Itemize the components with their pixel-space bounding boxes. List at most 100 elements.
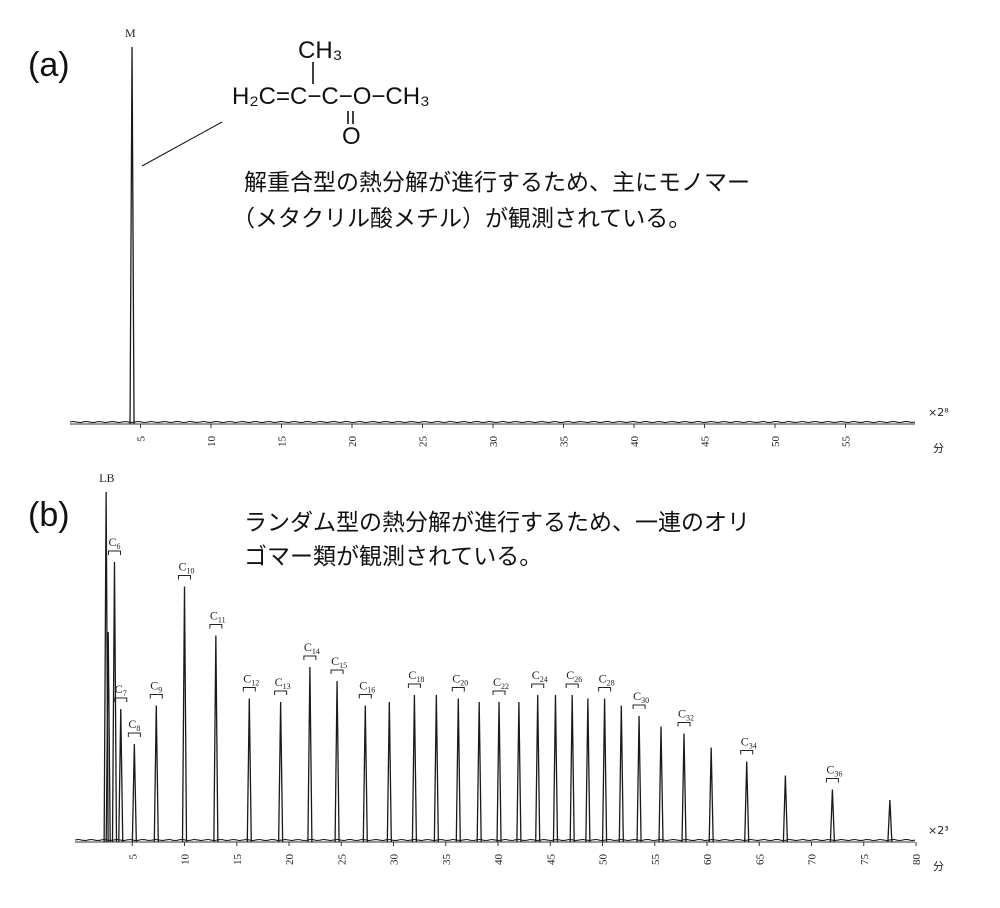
peak-label: C14 [304, 640, 320, 656]
peak [658, 726, 664, 843]
peak [887, 799, 893, 843]
peak [708, 747, 714, 843]
peak-bracket [127, 732, 141, 737]
peak-label-subscript: 24 [540, 675, 548, 684]
x-tick-label: 50 [598, 854, 610, 866]
molecule-structure: CH₃ H₂C=C−C−O−CH₃ O [232, 37, 430, 150]
baseline-trace [69, 420, 916, 424]
peak-bracket [825, 778, 839, 783]
peak-label-subscript: 34 [749, 742, 757, 751]
peak-label: C28 [599, 672, 615, 688]
peak-label: C22 [493, 675, 509, 691]
peak [782, 775, 789, 843]
panel-b-label: (b) [28, 496, 70, 534]
peak-bracket [740, 750, 754, 755]
peak [476, 701, 482, 843]
carbonyl-oxygen-label: O [342, 123, 361, 150]
peak-label-subscript: 15 [339, 661, 347, 670]
peak-label-subscript: 12 [251, 679, 259, 688]
peak-label-subscript: 9 [158, 686, 162, 695]
chromatogram-a: 5 10 15 20 25 30 35 40 45 50 55 分 ×2⁸ M [69, 26, 949, 455]
peak [636, 715, 642, 843]
peak-label-subscript: 22 [501, 682, 509, 691]
x-tick-label: 5 [136, 436, 148, 442]
peak-bracket [565, 683, 579, 688]
x-tick-label: 20 [347, 436, 359, 448]
peak [386, 701, 392, 843]
x-unit-label: 分 [933, 442, 944, 455]
baseline-trace [74, 838, 916, 842]
x-tick-label: 75 [859, 854, 871, 866]
peak-label-subscript: 16 [367, 686, 375, 695]
peak [118, 708, 124, 843]
caption-a-line1: 解重合型の熱分解が進行するため、主にモノマー [244, 170, 750, 196]
peak [111, 561, 118, 843]
peak-label: LB [99, 471, 114, 485]
peak-label: C15 [331, 654, 347, 670]
peak-bracket [598, 687, 612, 692]
x-tick-label: 45 [545, 854, 557, 866]
x-tick-label: 55 [841, 436, 853, 448]
x-tick-label: 15 [277, 436, 289, 448]
panel-a-label: (a) [28, 46, 70, 84]
peak [516, 701, 522, 843]
peak-label-subscript: 8 [136, 724, 140, 733]
x-tick-label: 10 [180, 854, 192, 866]
y-scale-note: ×2⁸ [928, 406, 949, 419]
peak-bracket [242, 687, 256, 692]
peak [411, 694, 418, 843]
peak [433, 694, 439, 843]
peak [334, 680, 340, 843]
peak-label-subscript: 6 [117, 542, 121, 551]
peak-bracket [531, 683, 545, 688]
peak [246, 698, 252, 843]
peak-bracket [209, 624, 223, 629]
peak-label: C18 [408, 668, 424, 684]
peak [585, 698, 591, 843]
x-tick-label: 25 [336, 854, 348, 866]
peak [681, 733, 687, 843]
peak-label-subscript: 36 [834, 770, 842, 779]
annotation-leader-line [141, 121, 223, 167]
x-tick-label: 65 [754, 854, 766, 866]
peak-label-subscript: 26 [574, 675, 582, 684]
peak-label: C9 [150, 679, 162, 695]
caption-b-line1: ランダム型の熱分解が進行するため、一連のオリ [244, 510, 750, 536]
main-chain-label: H₂C=C−C−O−CH₃ [232, 83, 430, 110]
peak-label: C13 [275, 675, 291, 691]
x-tick-label: 45 [700, 436, 712, 448]
caption-b-line2: ゴマー類が観測されている。 [244, 544, 542, 570]
peak-label-subscript: 11 [218, 616, 226, 625]
x-tick-label: 60 [702, 854, 714, 866]
peak-bracket [330, 669, 344, 674]
peak-label: C30 [633, 689, 649, 705]
x-tick-label: 50 [770, 436, 782, 448]
peak-label-subscript: 30 [641, 696, 649, 705]
x-tick-label: 20 [284, 854, 296, 866]
peak-bracket [274, 690, 288, 695]
x-tick-label: 55 [650, 854, 662, 866]
peak-label: C11 [210, 609, 226, 625]
peak [552, 694, 559, 843]
peak [455, 698, 461, 843]
peak-bracket [107, 550, 121, 555]
peak [744, 761, 750, 843]
peak-label-subscript: 20 [460, 679, 468, 688]
peak-label: M [125, 26, 136, 40]
x-tick-label: 35 [559, 436, 571, 448]
peak-label: C20 [452, 672, 468, 688]
peak [601, 698, 608, 843]
x-tick-label: 40 [629, 436, 641, 448]
peak-label: C24 [532, 668, 548, 684]
peak-bracket [492, 690, 506, 695]
peak [105, 631, 111, 843]
peak [307, 666, 313, 843]
peak-label-subscript: 13 [283, 682, 291, 691]
peak [829, 789, 836, 843]
peak-bracket [114, 697, 128, 702]
x-tick-label: 70 [807, 854, 819, 866]
caption-a-line2: （メタクリル酸メチル）が観測されている。 [232, 206, 691, 232]
peak [618, 705, 624, 843]
peak-bracket [677, 722, 691, 727]
peak-label: C7 [115, 682, 127, 698]
